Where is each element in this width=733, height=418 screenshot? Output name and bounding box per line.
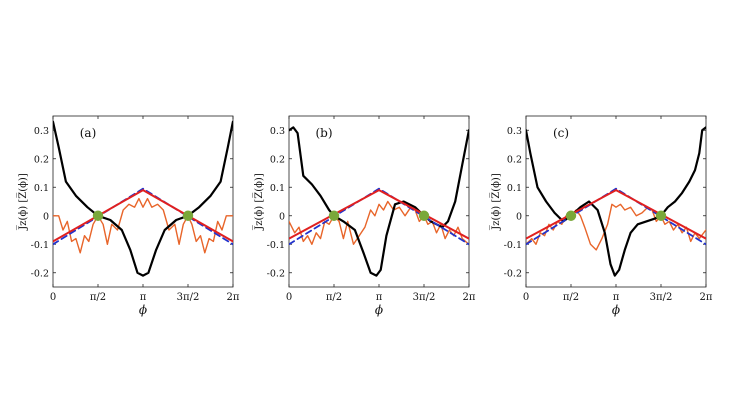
x-axis-label: ϕ bbox=[139, 303, 147, 317]
x-axis-label: ϕ bbox=[612, 303, 620, 317]
zero-marker bbox=[655, 210, 667, 221]
zero-marker bbox=[92, 210, 104, 221]
series-black-line bbox=[526, 126, 706, 277]
series-blue-dashed-line bbox=[289, 187, 469, 246]
series-red-line bbox=[53, 189, 233, 243]
y-tick-label: 0.3 bbox=[507, 126, 522, 137]
x-tick-label: 2π bbox=[227, 292, 240, 303]
x-tick-label: π bbox=[613, 292, 620, 303]
x-tick-label: 3π/2 bbox=[650, 292, 673, 303]
x-tick-label: 2π bbox=[700, 292, 713, 303]
y-axis-label: J̅z(ϕ) [Z̅(ϕ)] bbox=[17, 173, 29, 231]
x-tick-label: 0 bbox=[50, 292, 56, 303]
y-tick-label: -0.2 bbox=[504, 268, 522, 279]
x-tick-label: 0 bbox=[523, 292, 529, 303]
panel-a: 0 π/2 π 3π/2 2π 0.3 0.2 0.1 0 -0.1 -0.2 ϕ J̅z(ϕ) [Z̅… bbox=[17, 115, 240, 317]
axes-frame bbox=[288, 115, 470, 288]
y-tick-label: -0.1 bbox=[267, 240, 285, 251]
x-tick-label: π/2 bbox=[326, 292, 342, 303]
zero-marker bbox=[418, 210, 430, 221]
y-tick-label: -0.2 bbox=[31, 268, 49, 279]
x-tick-label: π/2 bbox=[563, 292, 579, 303]
y-tick-label: 0 bbox=[516, 211, 522, 222]
x-tick-label: π bbox=[376, 292, 383, 303]
x-tick-label: 3π/2 bbox=[177, 292, 200, 303]
zero-marker bbox=[182, 210, 194, 221]
x-tick-label: 2π bbox=[463, 292, 476, 303]
panel-c: 0 π/2 π 3π/2 2π 0.3 0.2 0.1 0 -0.1 -0.2 ϕ J̅z(ϕ) [Z̅… bbox=[490, 115, 713, 317]
y-tick-label: 0.3 bbox=[270, 126, 285, 137]
y-tick-label: 0.1 bbox=[34, 183, 49, 194]
y-tick-label: 0 bbox=[43, 211, 49, 222]
series-orange-line bbox=[289, 200, 469, 245]
zero-marker bbox=[328, 210, 340, 221]
panel-label: (b) bbox=[315, 126, 332, 140]
y-axis-label: J̅z(ϕ) [Z̅(ϕ)] bbox=[490, 173, 502, 231]
zero-marker bbox=[565, 210, 577, 221]
y-tick-label: 0.2 bbox=[507, 154, 522, 165]
y-tick-label: 0.3 bbox=[34, 126, 49, 137]
series-red-line bbox=[289, 189, 469, 240]
x-axis-label: ϕ bbox=[375, 303, 383, 317]
series-blue-dashed-line bbox=[53, 187, 233, 246]
y-tick-label: 0.1 bbox=[270, 183, 285, 194]
y-tick-label: 0 bbox=[279, 211, 285, 222]
y-tick-label: 0.1 bbox=[507, 183, 522, 194]
y-tick-label: 0.2 bbox=[34, 154, 49, 165]
y-axis-label: J̅z(ϕ) [Z̅(ϕ)] bbox=[253, 173, 265, 231]
x-tick-label: π/2 bbox=[90, 292, 106, 303]
panel-b: 0 π/2 π 3π/2 2π 0.3 0.2 0.1 0 -0.1 -0.2 ϕ J̅z(ϕ) [Z̅… bbox=[253, 115, 476, 317]
panel-label: (a) bbox=[80, 126, 97, 140]
y-tick-label: -0.1 bbox=[31, 240, 49, 251]
series-black-line bbox=[289, 126, 469, 277]
y-tick-label: 0.2 bbox=[270, 154, 285, 165]
y-tick-label: -0.2 bbox=[267, 268, 285, 279]
series-orange-line bbox=[53, 197, 233, 254]
x-tick-label: 0 bbox=[286, 292, 292, 303]
series-black-line bbox=[53, 120, 233, 277]
x-tick-label: 3π/2 bbox=[413, 292, 436, 303]
x-tick-label: π bbox=[140, 292, 147, 303]
y-tick-label: -0.1 bbox=[504, 240, 522, 251]
series-blue-dashed-line bbox=[526, 187, 706, 246]
axes-frame bbox=[525, 115, 707, 288]
series-red-line bbox=[526, 189, 706, 240]
panel-label: (c) bbox=[553, 126, 569, 140]
